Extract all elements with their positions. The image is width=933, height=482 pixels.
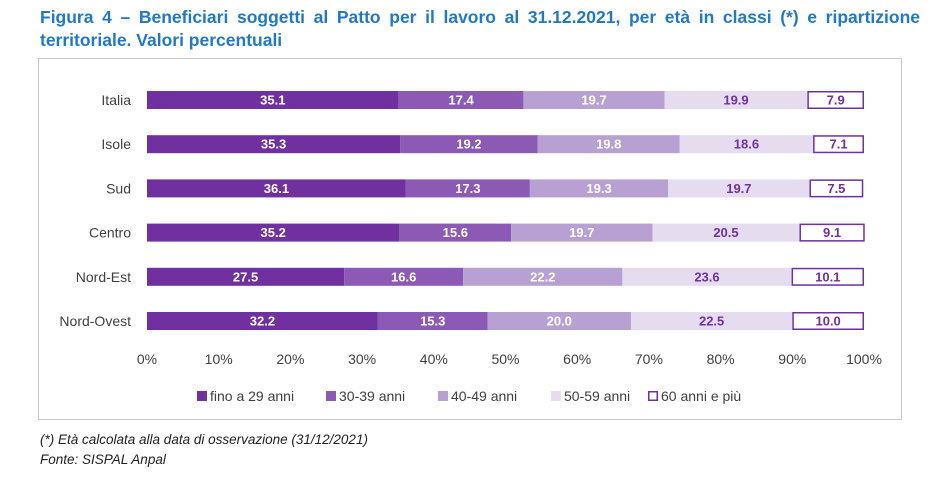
data-label: 15.3 [420,314,445,329]
data-label: 9.1 [823,225,841,240]
data-label: 22.2 [530,269,555,284]
x-tick-label: 70% [635,351,663,367]
data-label: 17.4 [448,93,474,108]
data-label: 7.1 [830,137,848,152]
legend-label: 40-49 anni [451,388,517,404]
bar-segment [147,267,345,286]
data-label: 19.7 [581,93,606,108]
category-label: Centro [89,225,131,241]
figure-title: Figura 4 – Beneficiari soggetti al Patto… [40,7,920,50]
bar-segment [344,267,464,286]
x-tick-label: 0% [137,351,157,367]
x-tick-label: 40% [420,351,448,367]
chart-frame: Italia 35.1 17.4 19.7 19.9 7.9 Isole 35.3 19.2 19… [38,58,902,420]
bar-segment [147,135,401,154]
legend-swatch [197,391,207,401]
data-label: 16.6 [391,269,416,284]
data-label: 36.1 [264,181,289,196]
category-label: Isole [101,136,131,152]
data-label: 17.3 [455,181,480,196]
data-label: 23.6 [694,269,719,284]
bar-segment [487,312,631,330]
bar-segment [147,223,400,242]
category-label: Sud [106,180,131,196]
data-label: 19.3 [586,181,611,196]
data-label: 19.7 [726,181,751,196]
legend-swatch [326,391,336,401]
bar-segment [791,267,865,286]
legend-label: 60 anni e più [661,388,741,404]
data-label: 22.5 [699,314,724,329]
data-label: 19.8 [596,137,621,152]
bar-segment [399,223,512,242]
data-label: 27.5 [233,269,258,284]
legend-label: fino a 29 anni [210,388,294,404]
x-tick-label: 50% [491,351,519,367]
bar-segment [377,312,488,330]
source-note: Fonte: SISPAL Anpal [40,452,166,467]
data-label: 10.1 [815,269,840,284]
x-tick-label: 60% [563,351,591,367]
bar-segment [147,179,406,198]
x-tick-label: 20% [276,351,304,367]
data-label: 35.3 [261,137,286,152]
data-label: 18.6 [734,137,759,152]
data-label: 20.5 [713,225,738,240]
bar-segment [463,267,623,286]
footnote: (*) Età calcolata alla data di osservazi… [40,432,368,447]
data-label: 15.6 [443,225,468,240]
legend-label: 50-59 anni [564,388,630,404]
data-label: 19.9 [723,93,748,108]
data-label: 7.5 [827,181,845,196]
bar-segment [523,91,665,109]
bar-segment [668,179,810,198]
data-label: 19.2 [456,137,481,152]
bar-segment [807,91,864,109]
bar-segment [664,91,808,109]
bar-segment [398,91,524,109]
bar-segment [537,135,680,154]
bar-segment [813,135,865,154]
data-label: 32.2 [250,314,275,329]
bar-segment [630,312,793,330]
stacked-bar-chart: Italia 35.1 17.4 19.7 19.9 7.9 Isole 35.3 19.2 19… [59,91,882,404]
legend-swatch [648,391,658,401]
data-label: 20.0 [547,314,572,329]
bar-segment [529,179,669,198]
category-label: Nord-Ovest [59,313,131,329]
bar-segment [799,223,865,242]
bar-segment [511,223,653,242]
data-label: 10.0 [815,314,840,329]
legend-swatch [438,391,448,401]
x-tick-label: 80% [707,351,735,367]
bar-segment [147,91,399,109]
x-tick-label: 30% [348,351,376,367]
x-tick-label: 90% [778,351,806,367]
bar-segment [652,223,800,242]
x-tick-label: 100% [846,351,882,367]
x-tick-label: 10% [205,351,233,367]
legend-swatch [551,391,561,401]
data-label: 19.7 [569,225,594,240]
bar-segment [147,312,378,330]
bar-segment [405,179,530,198]
bar-segment [679,135,814,154]
bar-segment [809,179,864,198]
data-label: 7.9 [827,93,845,108]
data-label: 35.2 [261,225,286,240]
legend-label: 30-39 anni [339,388,405,404]
data-label: 35.1 [260,93,285,108]
bar-segment [622,267,792,286]
category-label: Italia [101,92,131,108]
category-label: Nord-Est [76,269,131,285]
bar-segment [400,135,538,154]
bar-segment [792,312,864,330]
